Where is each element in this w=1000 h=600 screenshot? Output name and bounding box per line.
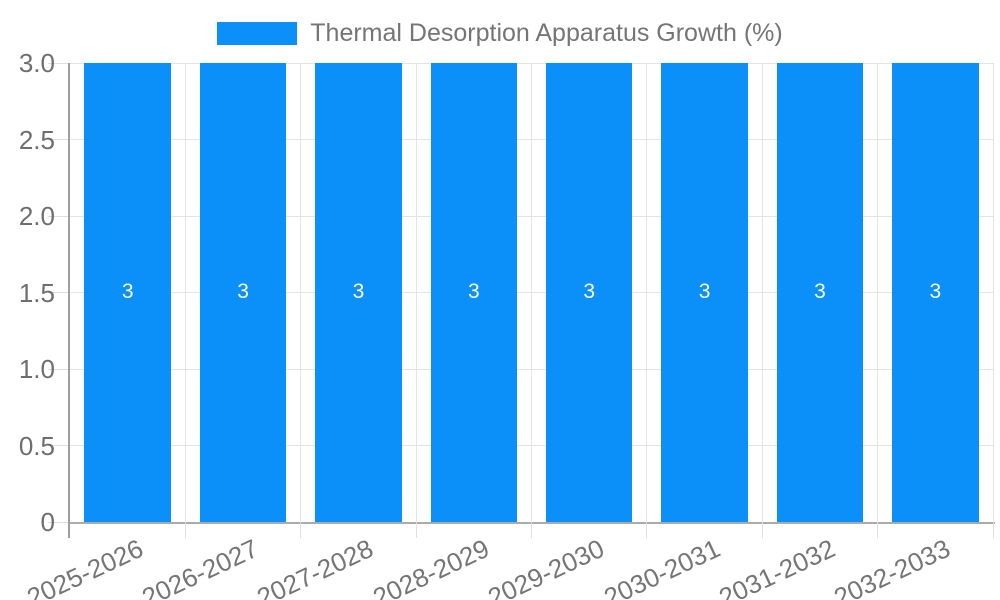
y-axis-label: 2.0 (18, 201, 55, 231)
x-axis-tick (531, 522, 532, 538)
x-axis-tick (761, 522, 763, 538)
bar-value-label: 3 (352, 279, 365, 303)
x-axis-tick (184, 522, 186, 538)
y-axis-tick (48, 292, 68, 293)
y-axis-tick (48, 215, 68, 217)
x-axis-label: 2029-2030 (483, 533, 609, 600)
y-axis-tick (48, 521, 68, 523)
bar[interactable]: 3 (892, 63, 979, 522)
v-gridline (761, 63, 763, 522)
bar[interactable]: 3 (661, 63, 748, 522)
x-axis-label: 2032-2033 (829, 533, 955, 600)
v-gridline (531, 63, 532, 522)
bar-value-label: 3 (583, 279, 596, 303)
bar-value-label: 3 (121, 279, 134, 303)
x-axis-tick (877, 522, 879, 538)
bar-value-label: 3 (698, 279, 711, 303)
bar[interactable]: 3 (776, 63, 864, 522)
v-gridline (300, 63, 302, 522)
x-axis-label: 2028-2029 (368, 533, 494, 600)
x-axis-label: 2030-2031 (598, 533, 725, 600)
x-axis-label: 2031-2032 (714, 533, 840, 600)
y-axis-tick (48, 445, 68, 446)
y-axis-label: 0 (40, 507, 55, 537)
y-axis-tick (48, 62, 68, 64)
y-axis-label: 1.0 (18, 354, 55, 384)
y-axis-tick (48, 368, 68, 370)
x-axis-tick (68, 522, 70, 538)
bar-value-label: 3 (929, 279, 942, 303)
y-axis-line (68, 63, 70, 522)
v-gridline (415, 63, 417, 522)
v-gridline (184, 63, 186, 522)
bar[interactable]: 3 (199, 63, 287, 522)
x-axis-label: 2025-2026 (21, 533, 148, 600)
bar[interactable]: 3 (545, 63, 633, 522)
x-axis-tick (992, 522, 994, 538)
bar[interactable]: 3 (430, 63, 518, 522)
v-gridline (646, 63, 648, 522)
v-gridline (877, 63, 879, 522)
x-axis-tick (300, 522, 302, 538)
bar[interactable]: 3 (84, 63, 171, 522)
legend[interactable]: Thermal Desorption Apparatus Growth (%) (0, 19, 1000, 48)
x-axis-tick (646, 522, 648, 538)
y-axis-label: 1.5 (18, 277, 55, 308)
bar-value-label: 3 (237, 279, 249, 303)
bar[interactable]: 3 (315, 63, 402, 522)
x-axis-label: 2027-2028 (252, 533, 379, 600)
y-axis-label: 0.5 (18, 430, 55, 461)
y-axis-label: 2.5 (18, 124, 55, 155)
plot-area: 0 0.5 1.0 1.5 2.0 2.5 3.0 3 2025-2026 3 2026-2027 3… (19, 50, 995, 600)
bar-value-label: 3 (467, 279, 480, 303)
bar-value-label: 3 (814, 279, 826, 303)
x-axis-label: 2026-2027 (137, 533, 263, 600)
y-axis-tick (48, 139, 68, 140)
legend-label: Thermal Desorption Apparatus Growth (%) (310, 19, 783, 47)
legend-swatch (217, 22, 298, 45)
y-axis-label: 3.0 (18, 48, 55, 78)
x-axis-tick (415, 522, 417, 538)
v-gridline (992, 63, 994, 522)
